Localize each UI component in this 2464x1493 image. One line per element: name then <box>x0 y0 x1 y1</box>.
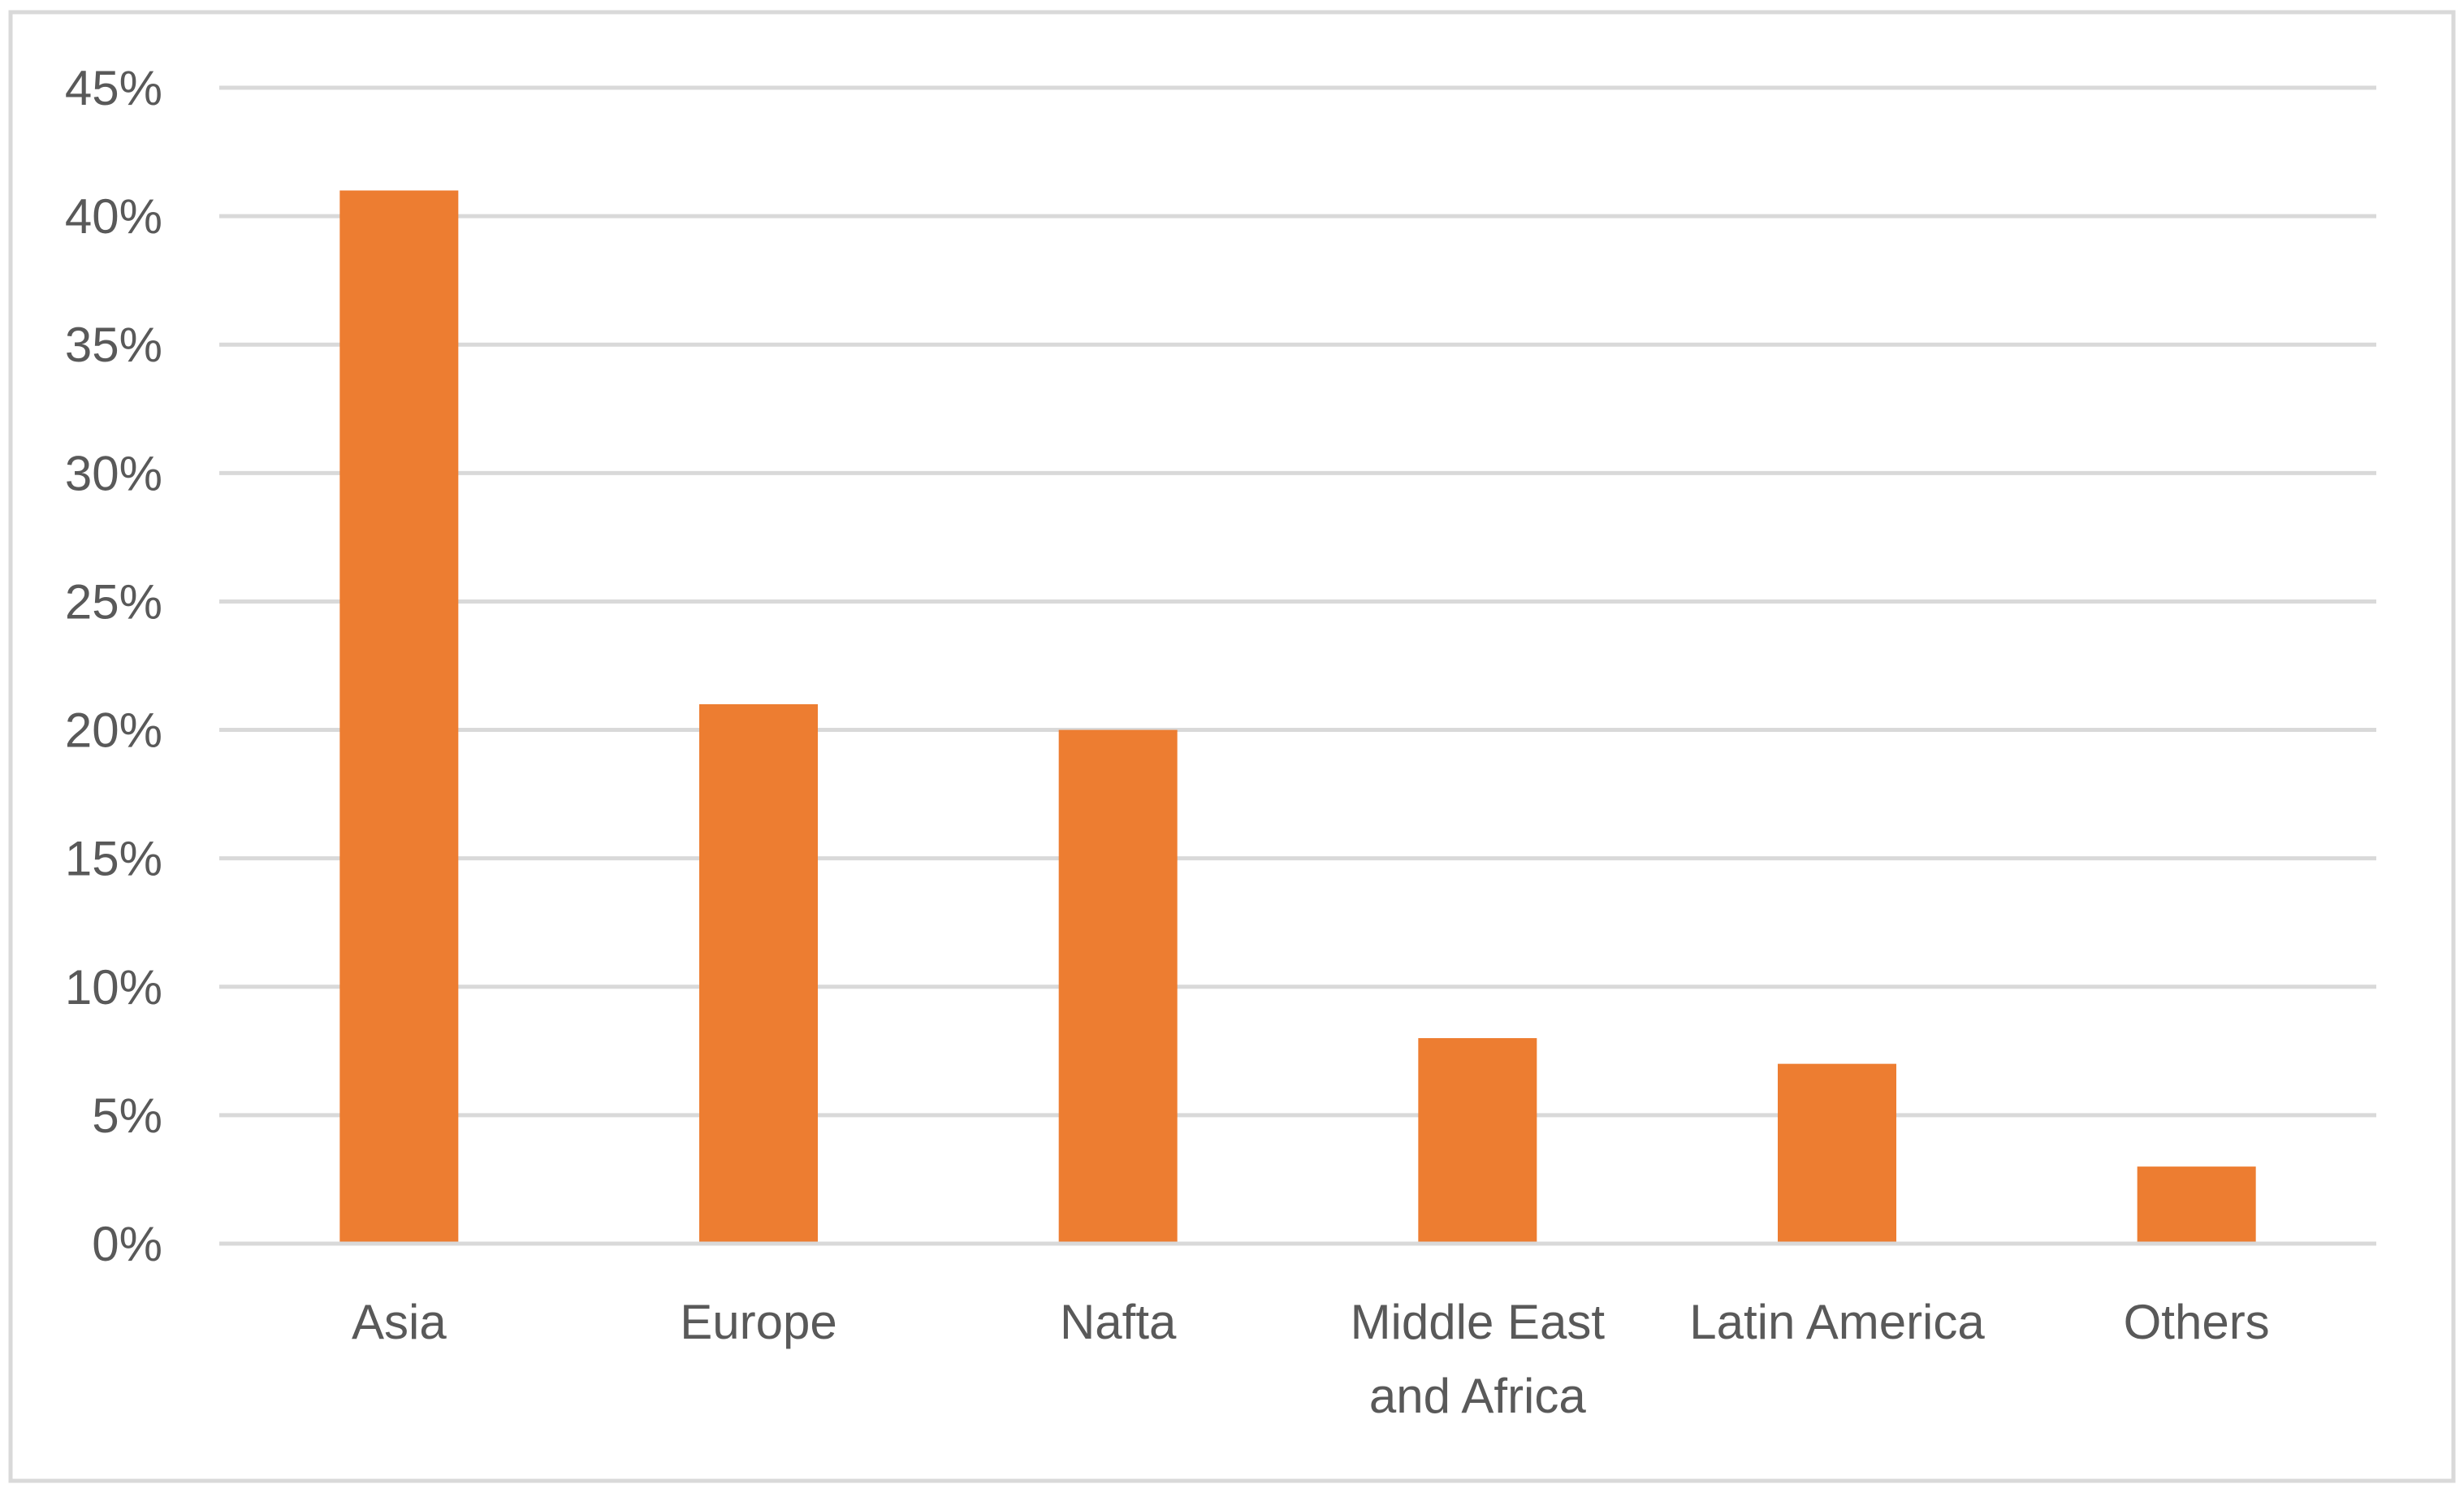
x-tick-label: Europe <box>680 1295 836 1349</box>
x-axis-tick-labels: Asia Europe Nafta Middle East and Africa Lati… <box>352 1295 2270 1423</box>
bar-asia <box>339 190 459 1244</box>
bar-latin-america <box>1778 1063 1896 1244</box>
x-tick-label: Others <box>2124 1295 2270 1349</box>
x-tick-label: and Africa <box>1369 1369 1586 1423</box>
bar-nafta <box>1058 729 1178 1244</box>
bar-middle-east-and-africa <box>1418 1038 1537 1244</box>
x-tick-label: Middle East <box>1351 1295 1606 1349</box>
x-tick-label: Nafta <box>1060 1295 1177 1349</box>
y-tick-label: 30% <box>65 446 162 500</box>
bars <box>219 190 2376 1246</box>
bar-others <box>2137 1166 2256 1244</box>
y-axis-tick-labels: 0% 5% 10% 15% 20% 25% 30% 35% 40% 45% <box>65 61 162 1271</box>
bar-europe <box>699 703 818 1244</box>
y-tick-label: 40% <box>65 189 162 244</box>
y-tick-label: 15% <box>65 832 162 886</box>
x-tick-label: Latin America <box>1689 1295 1985 1349</box>
y-tick-label: 20% <box>65 703 162 758</box>
y-tick-label: 45% <box>65 61 162 115</box>
y-tick-label: 25% <box>65 574 162 629</box>
y-tick-label: 10% <box>65 960 162 1015</box>
y-tick-label: 0% <box>92 1217 162 1271</box>
y-tick-label: 5% <box>92 1088 162 1143</box>
x-tick-label: Asia <box>352 1295 447 1349</box>
y-tick-label: 35% <box>65 318 162 372</box>
